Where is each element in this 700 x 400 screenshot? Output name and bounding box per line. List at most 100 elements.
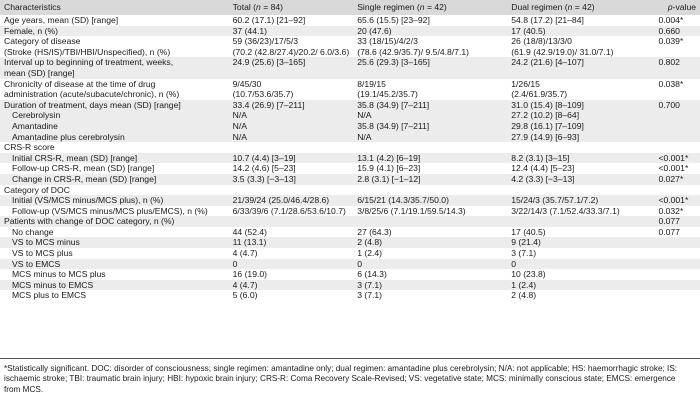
cell-c1: MCS minus to EMCS [0,279,229,291]
cell-c1: No change [12,226,54,237]
table-row: Category of DOC [0,185,700,196]
cell-c2: 37 (44.1) [228,25,354,37]
table-row: mean (SD) [range] [0,67,700,79]
cell-c3: 3/8/25/6 (7.1/19.1/59.5/14.3) [357,205,466,216]
cell-c1: Follow-up CRS-R, mean (SD) [range] [12,163,155,174]
cell-c3: 35.8 (34.9) [7–211] [353,99,508,111]
cell-c4: 2 (4.8) [511,290,537,301]
cell-c2 [228,67,354,79]
cell-c5 [654,89,700,100]
cell-c2: 16 (19.0) [232,269,268,280]
cell-c1: VS to EMCS [0,258,229,270]
cell-c4: 27.9 (14.9) [6–93] [507,131,655,143]
cell-c1: Patients with change of DOC category, n … [0,216,229,227]
header-total: Total (n = 84) [228,0,354,15]
cell-c3: (78.6 (42.9/35.7)/ 9.5/4.8/7.1) [357,46,469,57]
cell-c2 [229,142,354,153]
cell-c2: N/A [228,131,354,143]
cell-c2: 33.4 (26.9) [7–211] [228,99,354,111]
cell-c5: <0.001* [654,195,700,206]
cell-c2: N/A [228,120,354,132]
cell-c3: 6 (14.3) [357,269,387,280]
cell-c2: (10.7/53.6/35.7) [232,89,294,100]
cell-c1: VS to MCS plus [12,248,73,259]
table-row: Chronicity of disease at the time of dru… [0,79,700,90]
cell-c4: 0 [507,258,655,270]
table-footnote: *Statistically significant. DOC: disorde… [4,364,678,394]
cell-c4: 54.8 (17.2) [21–84] [511,15,584,25]
header-single-regimen: Single regimen (n = 42) [353,0,508,15]
cell-c3: 1 (2.4) [357,248,383,259]
cell-c3: N/A [353,110,508,121]
cell-c5: 0.038* [658,78,684,89]
table-row: Age years, mean (SD) [range] 60.2 (17.1) … [0,15,700,26]
cell-c4: 27.2 (10.2) [8–64] [507,110,655,121]
cell-c3 [353,216,508,227]
table-row: MCS plus to EMCS 5 (6.0) 3 (7.1) 2 (4.8) [0,290,700,301]
cell-c1: Age years, mean (SD) [range] [4,15,119,25]
cell-c3: 65.6 (15.5) [23–92] [357,15,430,25]
cell-c5 [654,279,700,291]
cell-c2: 6/33/39/6 (7.1/28.6/53.6/10.7) [232,205,346,216]
cell-c4: 24.2 (21.6) [4–107] [507,57,655,68]
cell-c2 [229,185,354,196]
cell-c5: 0.802 [654,57,700,68]
cell-c3: 8/19/15 [357,78,386,89]
cell-c5 [654,131,700,143]
characteristics-table: Characteristics Total (n = 84) Single re… [0,0,700,301]
cell-c4 [507,216,655,227]
cell-c2: 60.2 (17.1) [21–92] [232,15,306,25]
table-row: MCS minus to MCS plus 16 (19.0) 6 (14.3) 10… [0,269,700,280]
cell-c4: (61.9 (42.9/19.0)/ 31.0/7.1) [511,46,614,57]
table-row: No change 44 (52.4) 27 (64.3) 17 (40.5) 0.07… [0,227,700,238]
cell-c5: 0.027* [654,173,700,185]
cell-c3: N/A [353,131,508,143]
cell-c2: 3.5 (3.3) [−3–13] [228,173,354,185]
cell-c3: 6/15/21 (14.3/35.7/50.0) [353,195,508,206]
cell-c2 [228,216,354,227]
cell-c1: Initial CRS-R, mean (SD) [range] [0,152,229,164]
cell-c4: 26 (18/8)/13/3/0 [511,36,572,47]
cell-c3: 0 [353,258,508,270]
cell-c3: 33 (18/15)/4/2/3 [357,36,418,47]
cell-c4 [507,142,654,153]
cell-c4: 29.8 (16.1) [7–109] [507,120,655,132]
cell-c2: 21/39/24 (25.0/46.4/28.6) [228,195,354,206]
table-row: administration (acute/subacute/chronic),… [0,89,700,100]
cell-c2: 4 (4.7) [232,248,258,259]
cell-c2: N/A [228,110,354,121]
cell-c1: MCS minus to MCS plus [12,269,106,280]
cell-c5: <0.001* [654,152,700,164]
cell-c3: 25.6 (29.3) [3–165] [353,57,508,68]
cell-c5: 0.077 [658,226,680,237]
cell-c5: 0.077 [654,216,700,227]
cell-c1: (Stroke (HS/IS)/TBI/HBI/Unspecified), n … [4,46,171,57]
cell-c3: 20 (47.6) [353,25,508,37]
cell-c3: 13.1 (4.2) [6–19] [353,152,508,164]
cell-c1: CRS-R score [4,142,55,153]
header-row: Characteristics Total (n = 84) Single re… [0,0,700,15]
cell-c1: Follow-up (VS/MCS minus/MCS plus/EMCS), … [12,205,208,216]
table-row: Duration of treatment, days mean (SD) [r… [0,99,700,111]
table-row: Interval up to beginning of treatment, w… [0,57,700,68]
cell-c1: Duration of treatment, days mean (SD) [r… [0,99,229,111]
cell-c2: (70.2 (42.8/27.4)/20.2/ 6.0/3.6) [232,46,350,57]
cell-c5 [654,120,700,132]
cell-c3: 3 (7.1) [353,279,508,291]
cell-c4: 8.2 (3.1) [3–15] [507,152,655,164]
table-row: Patients with change of DOC category, n … [0,216,700,227]
cell-c1: Cerebrolysin [0,110,229,121]
table-row: VS to MCS minus 11 (13.1) 2 (4.8) 9 (21.4) [0,237,700,249]
cell-c3: 35.8 (34.9) [7–211] [353,120,508,132]
cell-c2: 5 (6.0) [232,290,258,301]
cell-c5: <0.001* [658,163,689,174]
table-row: Amantadine N/A 35.8 (34.9) [7–211] 29.8 (16… [0,120,700,132]
cell-c5 [654,110,700,121]
table-row: MCS minus to EMCS 4 (4.7) 3 (7.1) 1 (2.4) [0,279,700,291]
cell-c3 [353,67,508,79]
cell-c4 [507,185,654,196]
cell-c5 [654,237,700,249]
table-body: Age years, mean (SD) [range] 60.2 (17.1) … [0,15,700,301]
cell-c5: 0.700 [654,99,700,111]
cell-c2: 14.2 (4.6) [5–23] [232,163,296,174]
